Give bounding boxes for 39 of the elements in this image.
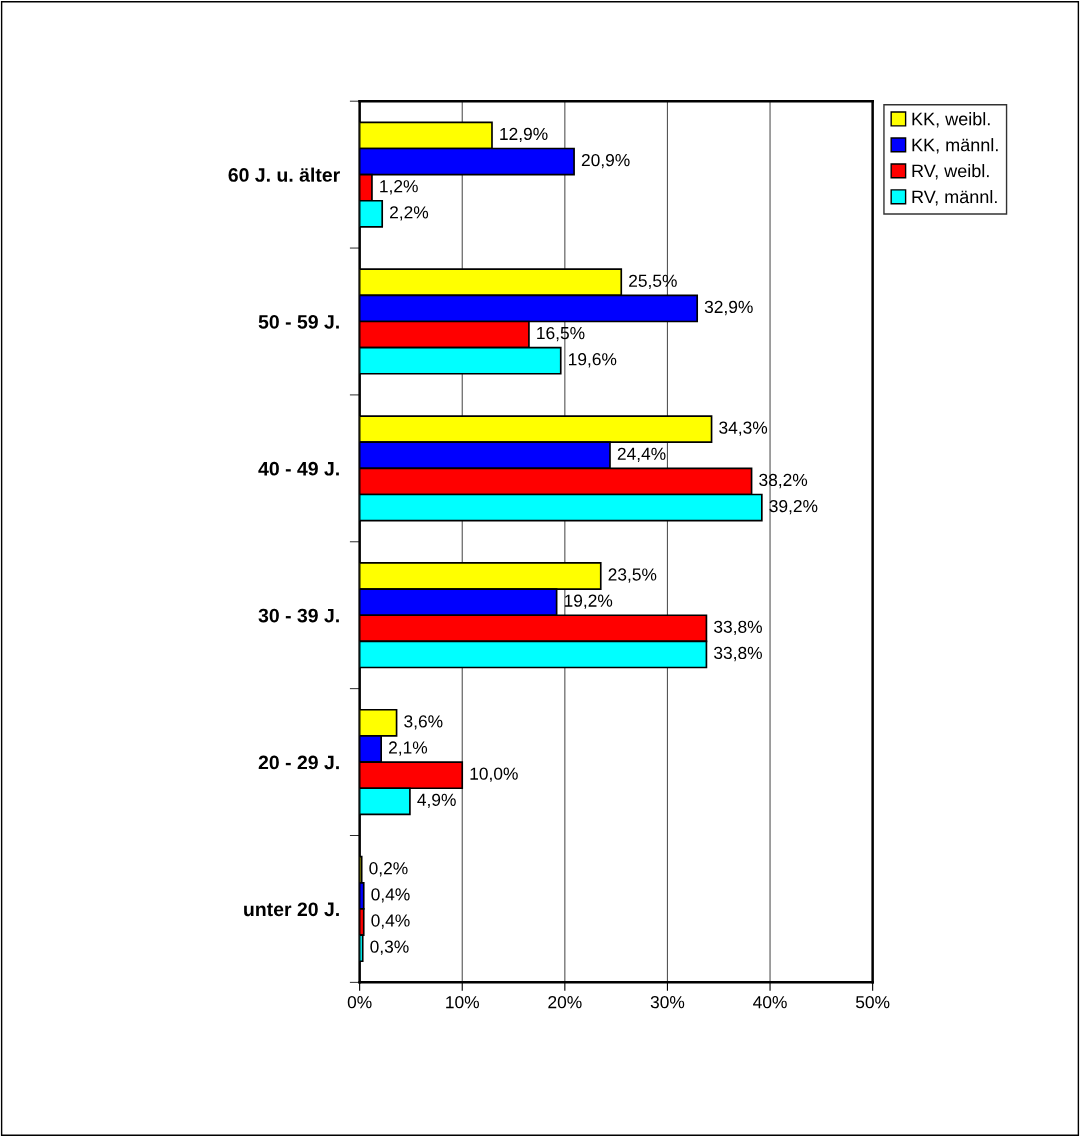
- data-label: 10,0%: [470, 767, 518, 782]
- data-label: 0,4%: [371, 914, 410, 929]
- x-tick-label: 40%: [753, 996, 787, 1009]
- data-label: 23,5%: [608, 568, 657, 583]
- y-tick-label: 40 - 49 J.: [258, 461, 339, 476]
- data-label: 4,9%: [417, 793, 456, 808]
- data-label: 1,2%: [380, 180, 418, 195]
- data-label: 0,3%: [370, 940, 409, 955]
- data-label: 12,9%: [500, 127, 548, 143]
- data-label: 24,4%: [617, 447, 666, 462]
- legend-label: RV, männl.: [912, 189, 997, 206]
- x-tick-label: 10%: [446, 996, 479, 1009]
- data-label: 19,6%: [569, 353, 617, 368]
- data-label: 2,1%: [389, 741, 428, 756]
- legend-label: RV, weibl.: [912, 164, 989, 180]
- data-label: 0,2%: [369, 862, 408, 877]
- y-tick-label: 60 J. u. älter: [228, 167, 340, 182]
- data-label: 3,6%: [404, 715, 443, 730]
- legend-label: KK, weibl.: [912, 112, 990, 128]
- x-tick-label: 20%: [548, 996, 582, 1009]
- legend-label: KK, männl.: [912, 138, 998, 154]
- y-tick-label: 30 - 39 J.: [258, 608, 339, 623]
- y-tick-label: 50 - 59 J.: [258, 314, 339, 329]
- x-tick-label: 30%: [650, 996, 685, 1009]
- data-label: 16,5%: [537, 326, 585, 342]
- data-label: 0,4%: [371, 888, 410, 903]
- y-tick-label: unter 20 J.: [244, 902, 339, 917]
- data-label: 32,9%: [704, 300, 753, 316]
- data-label: 20,9%: [581, 153, 630, 169]
- data-label: 33,8%: [714, 620, 762, 635]
- data-label: 2,2%: [390, 206, 429, 221]
- data-label: 19,2%: [564, 594, 613, 609]
- data-label: 39,2%: [769, 499, 818, 515]
- data-label: 38,2%: [759, 473, 808, 489]
- data-label: 34,3%: [719, 421, 768, 436]
- y-tick-label: 20 - 29 J.: [258, 755, 339, 770]
- data-label: 33,8%: [714, 646, 762, 662]
- x-tick-label: 50%: [855, 996, 890, 1009]
- x-tick-label: 0%: [347, 996, 372, 1009]
